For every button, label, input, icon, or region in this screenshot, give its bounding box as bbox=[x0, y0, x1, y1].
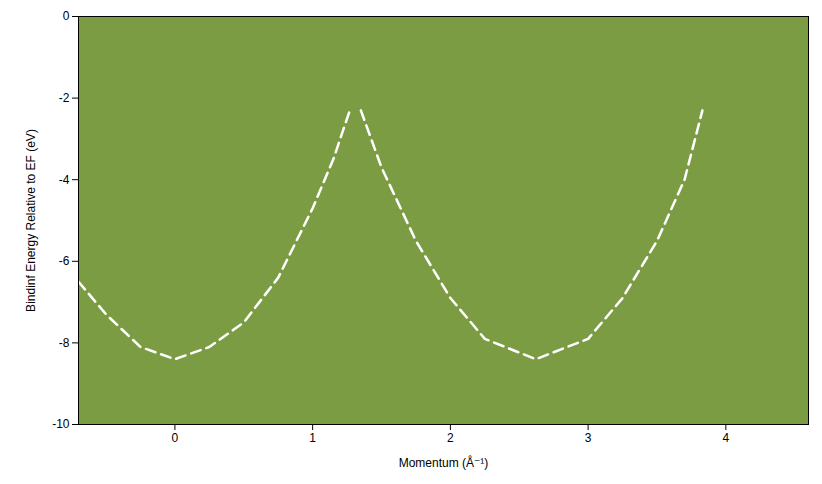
svg-text:-10: -10 bbox=[52, 417, 70, 431]
svg-text:Bindinf Energy Relative to EF: Bindinf Energy Relative to EF (eV) bbox=[24, 129, 38, 312]
svg-text:0: 0 bbox=[172, 431, 179, 445]
svg-text:-2: -2 bbox=[59, 91, 70, 105]
svg-text:1: 1 bbox=[309, 431, 316, 445]
svg-text:0: 0 bbox=[63, 9, 70, 23]
svg-text:-4: -4 bbox=[59, 173, 70, 187]
svg-text:-6: -6 bbox=[59, 254, 70, 268]
svg-text:2: 2 bbox=[447, 431, 454, 445]
svg-text:4: 4 bbox=[723, 431, 730, 445]
svg-text:-8: -8 bbox=[59, 336, 70, 350]
svg-text:Momentum (Å⁻¹): Momentum (Å⁻¹) bbox=[399, 455, 489, 470]
svg-text:3: 3 bbox=[585, 431, 592, 445]
